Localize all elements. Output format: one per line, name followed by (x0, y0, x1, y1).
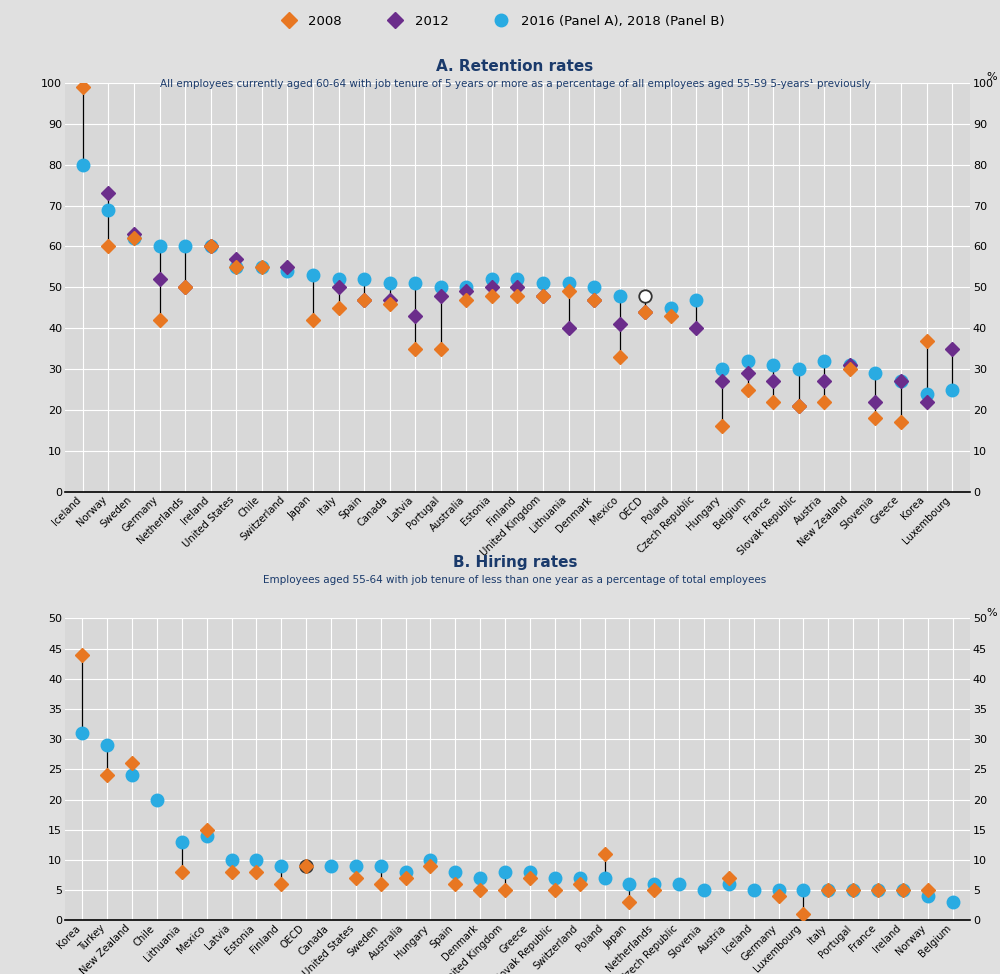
Text: Employees aged 55-64 with job tenure of less than one year as a percentage of to: Employees aged 55-64 with job tenure of … (263, 575, 767, 584)
Legend: 2008, 2012, 2016 (Panel A), 2018 (Panel B): 2008, 2012, 2016 (Panel A), 2018 (Panel … (270, 10, 730, 33)
Text: All employees currently aged 60-64 with job tenure of 5 years or more as a perce: All employees currently aged 60-64 with … (160, 79, 870, 89)
Text: %: % (986, 72, 997, 82)
Text: %: % (986, 608, 997, 618)
Text: A. Retention rates: A. Retention rates (436, 59, 594, 74)
Text: B. Hiring rates: B. Hiring rates (453, 555, 577, 570)
